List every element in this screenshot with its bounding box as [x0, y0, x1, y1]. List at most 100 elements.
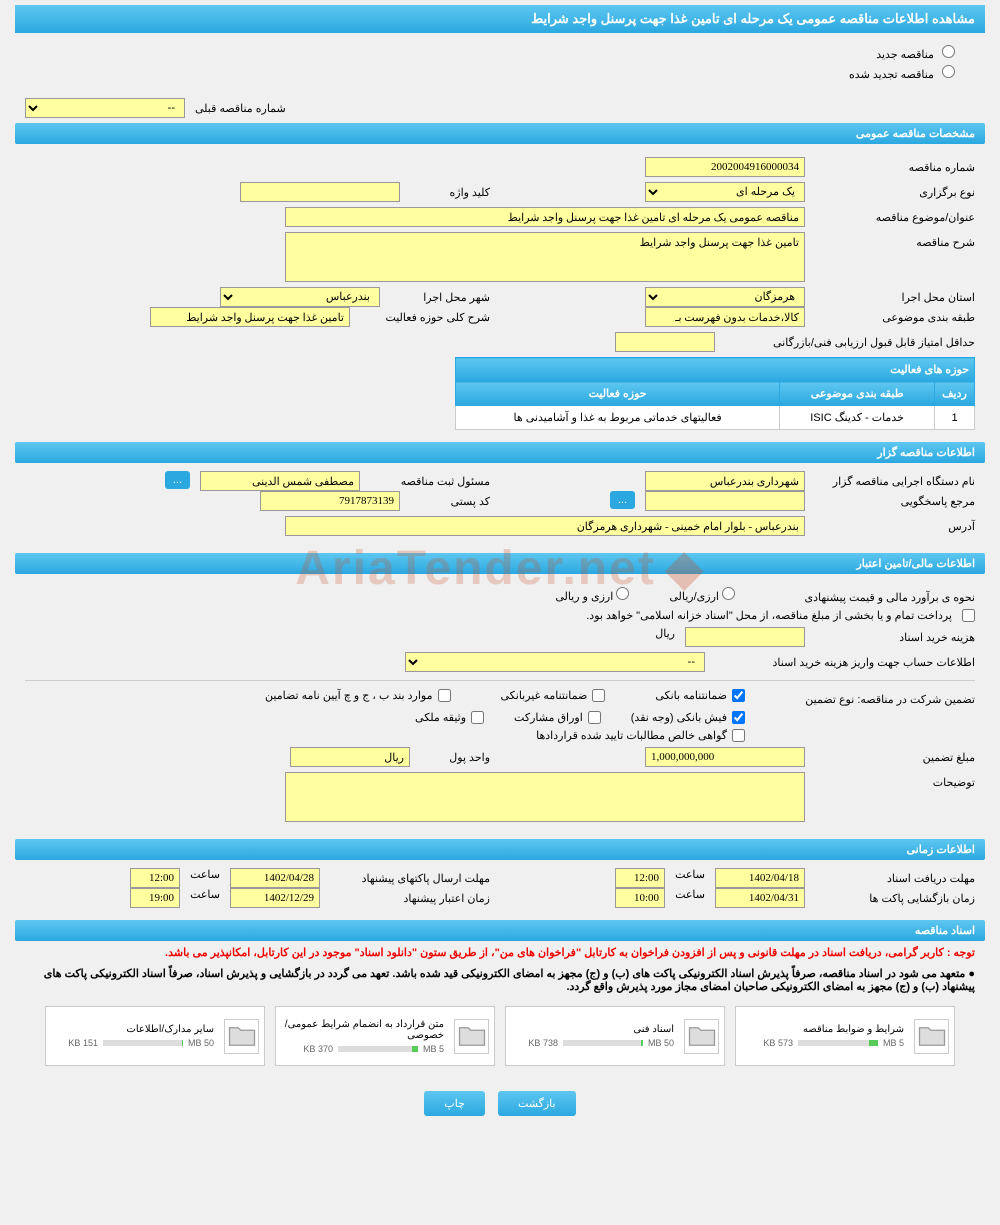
account-select[interactable]: --: [405, 652, 705, 672]
amount-input[interactable]: [645, 747, 805, 767]
col-row: ردیف: [935, 382, 975, 406]
participation-checkbox[interactable]: [588, 711, 601, 724]
receive-label: مهلت دریافت اسناد: [815, 868, 975, 885]
nonbank-guarantee-checkbox[interactable]: [592, 689, 605, 702]
title-label: عنوان/موضوع مناقصه: [815, 207, 975, 224]
print-button[interactable]: چاپ: [424, 1091, 485, 1116]
doc-notice1: توجه : کاربر گرامی، دریافت اسناد در مهلت…: [15, 941, 985, 964]
org-input[interactable]: [645, 471, 805, 491]
radio-renewed-label: مناقصه تجدید شده: [45, 65, 955, 81]
radio-renewed-tender[interactable]: [942, 65, 955, 78]
organizer-form: نام دستگاه اجرایی مناقصه گزار مسئول ثبت …: [15, 463, 985, 549]
row-category: خدمات - کدینگ ISIC: [780, 406, 935, 430]
min-score-label: حداقل امتیاز قابل قبول ارزیابی فنی/بازرگ…: [725, 332, 975, 349]
keyword-label: کلید واژه: [410, 182, 490, 199]
validity-time[interactable]: [130, 888, 180, 908]
submit-time[interactable]: [130, 868, 180, 888]
doc-title: سایر مدارک/اطلاعات: [51, 1024, 214, 1035]
bank-guarantee-checkbox[interactable]: [732, 689, 745, 702]
radio-new-tender[interactable]: [942, 45, 955, 58]
desc-label: شرح مناقصه: [815, 232, 975, 249]
col-category: طبقه بندی موضوعی: [780, 382, 935, 406]
submit-label: مهلت ارسال پاکتهای پیشنهاد: [330, 868, 490, 885]
doc-item[interactable]: اسناد فنی 50 MB738 KB: [505, 1006, 725, 1066]
currency2-radio[interactable]: [616, 587, 629, 600]
row-num: 1: [935, 406, 975, 430]
col-activity: حوزه فعالیت: [456, 382, 780, 406]
treasury-note: پرداخت تمام و یا بخشی از مبلغ مناقصه، از…: [586, 609, 952, 622]
min-score-input[interactable]: [615, 332, 715, 352]
rial-label: ریال: [655, 627, 675, 640]
manager-browse-button[interactable]: ...: [165, 471, 190, 489]
general-form: شماره مناقصه نوع برگزاری یک مرحله ای کلی…: [15, 144, 985, 438]
unit-input[interactable]: [290, 747, 410, 767]
postal-label: کد پستی: [410, 491, 490, 508]
contact-label: مرجع پاسخگویی: [815, 491, 975, 508]
opening-label: زمان بازگشایی پاکت ها: [815, 888, 975, 905]
radio-section: مناقصه جدید مناقصه تجدید شده: [15, 33, 985, 93]
time-label-2: ساعت: [190, 868, 220, 881]
desc-textarea[interactable]: تامین غذا جهت پرسنل واجد شرایط: [285, 232, 805, 282]
receive-date[interactable]: [715, 868, 805, 888]
table-row: 1 خدمات - کدینگ ISIC فعالیتهای خدماتی مر…: [456, 406, 975, 430]
notes-textarea[interactable]: [285, 772, 805, 822]
activity-table: حوزه های فعالیت ردیف طبقه بندی موضوعی حو…: [455, 357, 975, 430]
timing-form: مهلت دریافت اسناد ساعت مهلت ارسال پاکتها…: [15, 860, 985, 916]
section-financial-header: اطلاعات مالی/تامین اعتبار: [15, 553, 985, 574]
doc-item[interactable]: متن قرارداد به انضمام شرایط عمومی/خصوصی …: [275, 1006, 495, 1066]
doc-grid: شرایط و ضوابط مناقصه 5 MB573 KB اسناد فن…: [15, 996, 985, 1076]
doc-fee-input[interactable]: [685, 627, 805, 647]
contact-input[interactable]: [645, 491, 805, 511]
section-organizer-header: اطلاعات مناقصه گزار: [15, 442, 985, 463]
row-activity: فعالیتهای خدماتی مربوط به غذا و آشامیدنی…: [456, 406, 780, 430]
account-label: اطلاعات حساب جهت واریز هزینه خرید اسناد: [715, 652, 975, 669]
category-label: طبقه بندی موضوعی: [815, 307, 975, 324]
contact-browse-button[interactable]: ...: [610, 491, 635, 509]
est-label: نحوه ی برآورد مالی و قیمت پیشنهادی: [745, 587, 975, 604]
manager-input[interactable]: [200, 471, 360, 491]
treasury-checkbox[interactable]: [962, 609, 975, 622]
currency1-label: ارزی/ریالی: [669, 587, 735, 603]
folder-icon: [454, 1019, 489, 1054]
type-label: نوع برگزاری: [815, 182, 975, 199]
notes-label: توضیحات: [815, 772, 975, 789]
opening-date[interactable]: [715, 888, 805, 908]
currency1-radio[interactable]: [722, 587, 735, 600]
doc-notice2: ● متعهد می شود در اسناد مناقصه، صرفاً پذ…: [15, 964, 985, 996]
certificate-checkbox[interactable]: [732, 729, 745, 742]
time-label-4: ساعت: [190, 888, 220, 901]
prev-tender-label: شماره مناقصه قبلی: [195, 98, 286, 115]
postal-input[interactable]: [260, 491, 400, 511]
submit-date[interactable]: [230, 868, 320, 888]
activity-desc-input[interactable]: [150, 307, 350, 327]
opening-time[interactable]: [615, 888, 665, 908]
property-checkbox[interactable]: [471, 711, 484, 724]
province-select[interactable]: هرمزگان: [645, 287, 805, 307]
type-select[interactable]: یک مرحله ای: [645, 182, 805, 202]
validity-label: زمان اعتبار پیشنهاد: [330, 888, 490, 905]
radio-new-text: مناقصه جدید: [876, 49, 934, 61]
section-general-header: مشخصات مناقصه عمومی: [15, 123, 985, 144]
doc-fee-label: هزینه خرید اسناد: [815, 627, 975, 644]
doc-item[interactable]: سایر مدارک/اطلاعات 50 MB151 KB: [45, 1006, 265, 1066]
cases-checkbox[interactable]: [438, 689, 451, 702]
address-input[interactable]: [285, 516, 805, 536]
doc-item[interactable]: شرایط و ضوابط مناقصه 5 MB573 KB: [735, 1006, 955, 1066]
manager-label: مسئول ثبت مناقصه: [370, 471, 490, 488]
category-input[interactable]: [645, 307, 805, 327]
section-timing-header: اطلاعات زمانی: [15, 839, 985, 860]
page-title: مشاهده اطلاعات مناقصه عمومی یک مرحله ای …: [15, 5, 985, 33]
financial-form: نحوه ی برآورد مالی و قیمت پیشنهادی ارزی/…: [15, 574, 985, 835]
city-select[interactable]: بندرعباس: [220, 287, 380, 307]
radio-new-tender-label: مناقصه جدید: [45, 45, 955, 61]
title-input[interactable]: [285, 207, 805, 227]
folder-icon: [684, 1019, 719, 1054]
tender-number-input[interactable]: [645, 157, 805, 177]
cash-checkbox[interactable]: [732, 711, 745, 724]
keyword-input[interactable]: [240, 182, 400, 202]
prev-tender-select[interactable]: --: [25, 98, 185, 118]
doc-title: متن قرارداد به انضمام شرایط عمومی/خصوصی: [281, 1019, 444, 1041]
validity-date[interactable]: [230, 888, 320, 908]
receive-time[interactable]: [615, 868, 665, 888]
back-button[interactable]: بازگشت: [498, 1091, 576, 1116]
